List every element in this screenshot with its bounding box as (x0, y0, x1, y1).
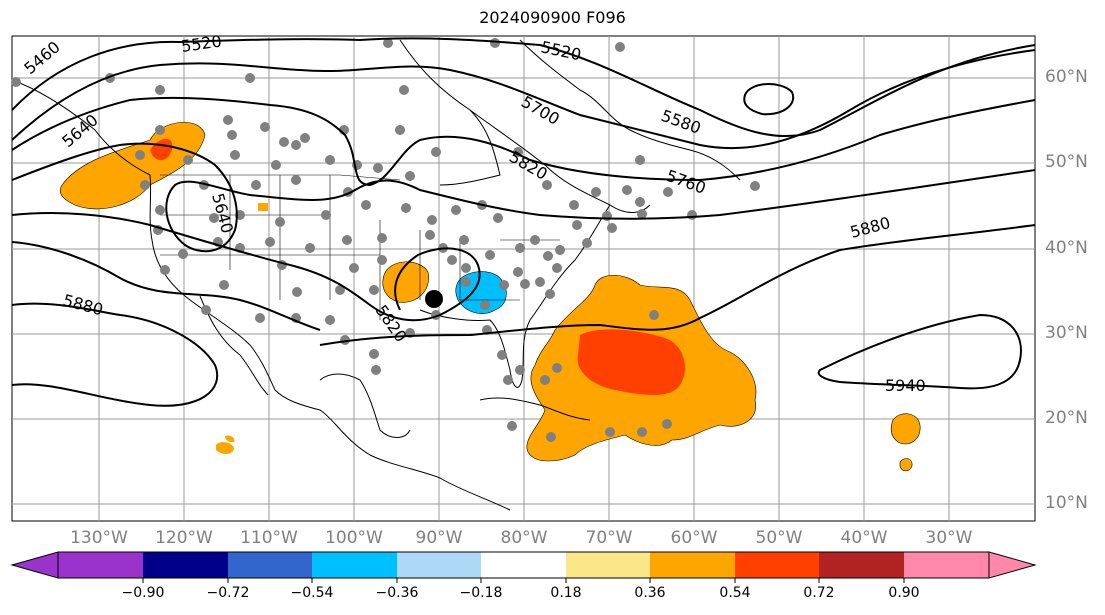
colorbar-swatch (228, 552, 312, 578)
lat-label: 10°N (1045, 493, 1088, 513)
colorbar-swatch (10, 551, 59, 579)
lon-label: 70°W (585, 528, 633, 548)
lat-label: 40°N (1045, 238, 1088, 258)
lat-label: 60°N (1045, 67, 1088, 87)
colorbar-tick-label: 0.18 (550, 585, 582, 601)
colorbar-swatch (312, 552, 397, 578)
graticule (12, 36, 1035, 521)
lat-label: 20°N (1045, 408, 1088, 428)
colorbar (10, 551, 1037, 583)
lon-label: 120°W (155, 528, 213, 548)
colorbar-swatch (143, 552, 228, 578)
colorbar-tick-label: −0.54 (290, 585, 334, 601)
colorbar-tick-label: 0.72 (803, 585, 835, 601)
lon-label: 50°W (755, 528, 803, 548)
colorbar-swatch (650, 552, 735, 578)
storm-center-marker (425, 290, 443, 308)
colorbar-swatch (58, 552, 143, 578)
colorbar-swatch (988, 551, 1037, 579)
lat-label: 50°N (1045, 152, 1088, 172)
colorbar-tick-label: −0.18 (459, 585, 503, 601)
lon-label: 110°W (240, 528, 298, 548)
contour-label: 5940 (885, 376, 926, 395)
colorbar-swatch (481, 552, 566, 578)
colorbar-swatch (566, 552, 650, 578)
height-contours (11, 37, 1036, 407)
lon-label: 100°W (325, 528, 383, 548)
lon-label: 130°W (70, 528, 128, 548)
colorbar-swatch (735, 552, 819, 578)
lon-label: 30°W (925, 528, 973, 548)
lon-label: 80°W (500, 528, 548, 548)
lon-label: 40°W (840, 528, 888, 548)
coastlines (11, 39, 741, 511)
map-title: 2024090900 F096 (479, 8, 626, 27)
colorbar-tick-label: 0.54 (719, 585, 751, 601)
lat-label: 30°N (1045, 323, 1088, 343)
lon-label: 90°W (415, 528, 463, 548)
colorbar-tick-label: 0.36 (634, 585, 666, 601)
colorbar-swatch (819, 552, 904, 578)
colorbar-swatch (904, 552, 989, 578)
colorbar-tick-label: −0.72 (206, 585, 250, 601)
lon-label: 60°W (670, 528, 718, 548)
colorbar-tick-label: −0.36 (375, 585, 419, 601)
colorbar-tick-label: −0.90 (121, 585, 165, 601)
colorbar-tick-label: 0.90 (888, 585, 920, 601)
colorbar-swatch (397, 552, 481, 578)
